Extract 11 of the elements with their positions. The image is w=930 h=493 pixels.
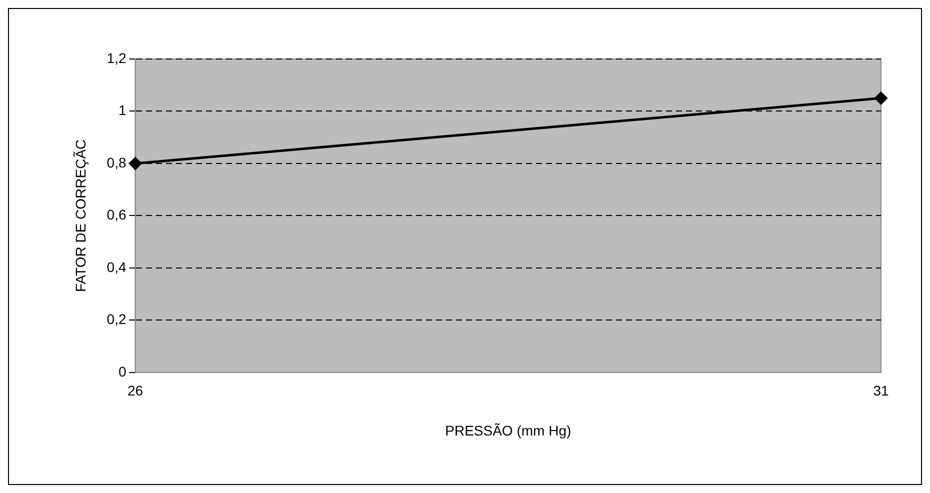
y-tick-label: 1,2 <box>106 50 126 66</box>
y-axis-title: FATOR DE CORREÇÃC <box>72 139 88 292</box>
y-tick-label: 0,6 <box>106 206 126 223</box>
y-tick-label: 0 <box>118 363 126 380</box>
y-tick-label: 0,2 <box>106 311 126 328</box>
y-tick-label: 1 <box>118 102 126 118</box>
x-tick-label: 26 <box>127 382 144 399</box>
y-tick-label: 0,8 <box>106 154 126 170</box>
y-tick-label: 0,4 <box>106 258 126 275</box>
x-axis-title: PRESSÃO (mm Hg) <box>445 422 572 438</box>
x-tick-label: 31 <box>873 382 889 399</box>
